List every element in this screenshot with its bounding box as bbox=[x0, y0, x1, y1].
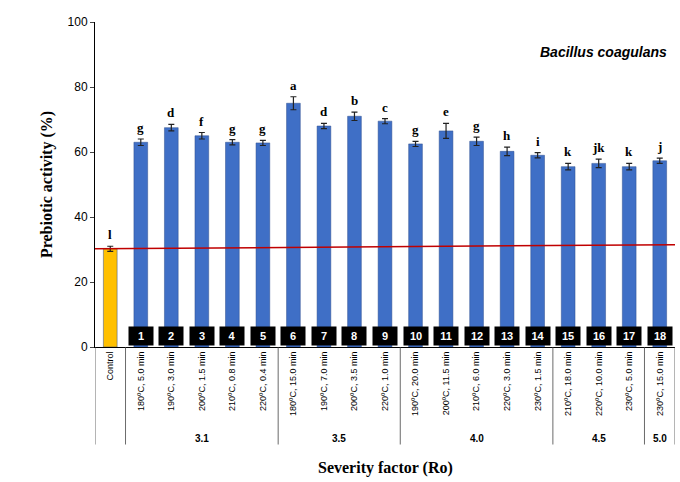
svg-text:Prebiotic activity (%): Prebiotic activity (%) bbox=[38, 111, 56, 258]
svg-text:d: d bbox=[167, 105, 175, 120]
svg-text:60: 60 bbox=[74, 145, 88, 159]
svg-text:i: i bbox=[536, 134, 540, 149]
svg-text:16: 16 bbox=[593, 330, 605, 342]
svg-text:11: 11 bbox=[440, 330, 452, 342]
svg-text:4.0: 4.0 bbox=[470, 433, 484, 444]
svg-text:220ºC, 0.4 min: 220ºC, 0.4 min bbox=[258, 352, 268, 411]
svg-text:3: 3 bbox=[199, 330, 205, 342]
svg-text:220ºC, 3.0 min: 220ºC, 3.0 min bbox=[502, 352, 512, 411]
svg-text:l: l bbox=[108, 227, 112, 242]
svg-text:Bacillus coagulans: Bacillus coagulans bbox=[540, 44, 667, 60]
svg-text:e: e bbox=[443, 104, 449, 119]
svg-text:g: g bbox=[137, 120, 144, 135]
svg-text:230ºC, 1.5 min: 230ºC, 1.5 min bbox=[533, 352, 543, 411]
svg-text:g: g bbox=[473, 118, 480, 133]
svg-text:20: 20 bbox=[74, 275, 88, 289]
svg-text:80: 80 bbox=[74, 80, 88, 94]
svg-text:5: 5 bbox=[260, 330, 266, 342]
svg-text:200ºC, 3.5 min: 200ºC, 3.5 min bbox=[349, 352, 359, 411]
svg-text:230ºC, 15.0 min: 230ºC, 15.0 min bbox=[655, 352, 665, 416]
svg-text:jk: jk bbox=[592, 140, 605, 155]
svg-text:d: d bbox=[320, 104, 328, 119]
svg-text:c: c bbox=[382, 100, 388, 115]
svg-text:210ºC, 18.0 min: 210ºC, 18.0 min bbox=[563, 352, 573, 416]
svg-text:210ºC, 6.0 min: 210ºC, 6.0 min bbox=[472, 352, 482, 411]
svg-text:230ºC, 5.0 min: 230ºC, 5.0 min bbox=[624, 352, 634, 411]
svg-text:200ºC, 11.5 min: 200ºC, 11.5 min bbox=[441, 352, 451, 416]
svg-text:5.0: 5.0 bbox=[653, 433, 667, 444]
svg-text:k: k bbox=[564, 144, 572, 159]
svg-text:15: 15 bbox=[562, 330, 574, 342]
svg-text:g: g bbox=[229, 121, 236, 136]
svg-text:6: 6 bbox=[290, 330, 296, 342]
svg-text:g: g bbox=[259, 121, 266, 136]
svg-text:b: b bbox=[351, 93, 358, 108]
svg-text:10: 10 bbox=[410, 330, 422, 342]
svg-text:h: h bbox=[503, 128, 511, 143]
svg-text:4.5: 4.5 bbox=[592, 433, 606, 444]
svg-text:Severity factor (Ro): Severity factor (Ro) bbox=[318, 459, 453, 477]
svg-text:k: k bbox=[625, 144, 633, 159]
svg-text:a: a bbox=[290, 78, 297, 93]
svg-text:17: 17 bbox=[623, 330, 635, 342]
svg-text:9: 9 bbox=[382, 330, 388, 342]
svg-text:Control: Control bbox=[105, 352, 115, 381]
svg-text:100: 100 bbox=[68, 15, 88, 29]
svg-text:180ºC, 15.0 min: 180ºC, 15.0 min bbox=[288, 352, 298, 416]
svg-text:220ºC, 1.0 min: 220ºC, 1.0 min bbox=[380, 352, 390, 411]
svg-text:40: 40 bbox=[74, 210, 88, 224]
svg-text:8: 8 bbox=[351, 330, 357, 342]
svg-text:190ºC, 3.0 min: 190ºC, 3.0 min bbox=[166, 352, 176, 411]
svg-text:14: 14 bbox=[531, 330, 544, 342]
svg-text:f: f bbox=[199, 114, 204, 129]
svg-text:g: g bbox=[412, 122, 419, 137]
svg-text:1: 1 bbox=[138, 330, 144, 342]
svg-text:4: 4 bbox=[229, 330, 236, 342]
svg-text:220ºC, 10.0 min: 220ºC, 10.0 min bbox=[594, 352, 604, 416]
svg-text:0: 0 bbox=[81, 340, 88, 354]
svg-text:3.1: 3.1 bbox=[195, 433, 209, 444]
svg-text:2: 2 bbox=[168, 330, 174, 342]
svg-text:190ºC, 7.0 min: 190ºC, 7.0 min bbox=[319, 352, 329, 411]
svg-text:210ºC, 0.8 min: 210ºC, 0.8 min bbox=[227, 352, 237, 411]
svg-text:190ºC, 20.0 min: 190ºC, 20.0 min bbox=[410, 352, 420, 416]
svg-text:180ºC, 5.0 min: 180ºC, 5.0 min bbox=[136, 352, 146, 411]
svg-text:200ºC, 1.5 min: 200ºC, 1.5 min bbox=[197, 352, 207, 411]
svg-text:j: j bbox=[657, 139, 662, 154]
svg-text:12: 12 bbox=[471, 330, 483, 342]
svg-text:18: 18 bbox=[654, 330, 666, 342]
svg-text:13: 13 bbox=[501, 330, 513, 342]
svg-text:7: 7 bbox=[321, 330, 327, 342]
svg-text:3.5: 3.5 bbox=[332, 433, 346, 444]
